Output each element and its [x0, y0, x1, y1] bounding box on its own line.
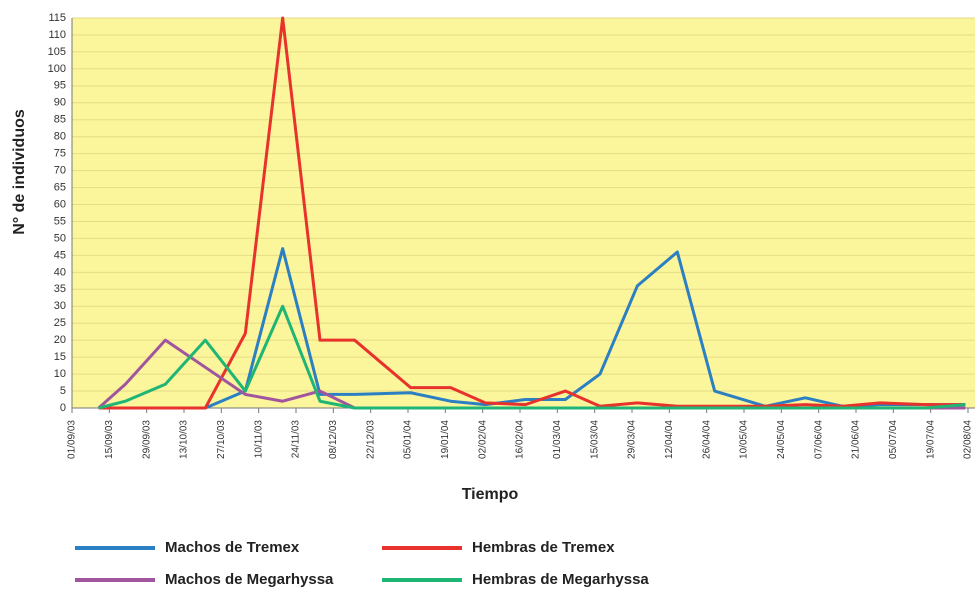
- y-tick-label: 35: [54, 283, 66, 295]
- legend-label: Hembras de Megarhyssa: [472, 571, 649, 588]
- x-tick-label: 29/03/04: [627, 420, 638, 459]
- x-tick-label: 26/04/04: [701, 420, 712, 459]
- y-tick-label: 15: [54, 351, 66, 363]
- y-tick-label: 80: [54, 131, 66, 143]
- legend-label: Machos de Megarhyssa: [165, 571, 334, 588]
- y-tick-label: 5: [60, 385, 66, 397]
- x-tick-label: 15/03/04: [589, 420, 600, 459]
- y-tick-label: 105: [48, 46, 66, 58]
- y-tick-label: 75: [54, 148, 66, 160]
- y-tick-label: 10: [54, 368, 66, 380]
- y-tick-label: 85: [54, 114, 66, 126]
- y-tick-label: 70: [54, 165, 66, 177]
- x-tick-label: 12/04/04: [664, 420, 675, 459]
- x-tick-label: 29/09/03: [141, 420, 152, 459]
- x-tick-label: 07/06/04: [813, 420, 824, 459]
- x-tick-label: 01/09/03: [67, 420, 78, 459]
- x-tick-label: 13/10/03: [179, 420, 190, 459]
- legend-label: Hembras de Tremex: [472, 539, 615, 556]
- y-tick-label: 65: [54, 181, 66, 193]
- x-tick-label: 01/03/04: [552, 420, 563, 459]
- x-tick-label: 24/05/04: [776, 420, 787, 459]
- x-tick-label: 19/07/04: [925, 420, 936, 459]
- x-tick-label: 24/11/03: [291, 420, 302, 459]
- y-tick-label: 30: [54, 300, 66, 312]
- x-tick-label: 10/11/03: [253, 420, 264, 459]
- series-line: [98, 304, 966, 410]
- y-tick-label: 90: [54, 97, 66, 109]
- y-tick-label: 60: [54, 198, 66, 210]
- y-axis-label: N° de individuos: [11, 109, 28, 235]
- x-tick-label: 02/08/04: [963, 420, 974, 459]
- y-tick-label: 20: [54, 334, 66, 346]
- series-line: [98, 16, 966, 410]
- x-axis-label: Tiempo: [462, 486, 519, 503]
- y-tick-label: 100: [48, 63, 66, 75]
- x-tick-label: 27/10/03: [216, 420, 227, 459]
- y-tick-label: 110: [48, 29, 66, 41]
- x-tick-label: 21/06/04: [851, 420, 862, 459]
- y-tick-label: 95: [54, 80, 66, 92]
- y-tick-label: 55: [54, 215, 66, 227]
- x-tick-label: 05/07/04: [888, 420, 899, 459]
- series-line: [98, 247, 966, 410]
- x-tick-label: 19/01/04: [440, 420, 451, 459]
- y-tick-label: 40: [54, 266, 66, 278]
- y-tick-label: 25: [54, 317, 66, 329]
- y-tick-label: 50: [54, 232, 66, 244]
- x-tick-label: 02/02/04: [477, 420, 488, 459]
- legend-label: Machos de Tremex: [165, 539, 300, 556]
- x-tick-label: 15/09/03: [104, 420, 115, 459]
- x-tick-label: 16/02/04: [515, 420, 526, 459]
- plot-area: [72, 18, 975, 408]
- x-tick-label: 08/12/03: [328, 420, 339, 459]
- x-tick-label: 22/12/03: [365, 420, 376, 459]
- y-tick-label: 0: [60, 402, 66, 414]
- x-tick-label: 05/01/04: [403, 420, 414, 459]
- x-tick-label: 10/05/04: [739, 420, 750, 459]
- y-tick-label: 115: [48, 12, 66, 24]
- y-tick-label: 45: [54, 249, 66, 261]
